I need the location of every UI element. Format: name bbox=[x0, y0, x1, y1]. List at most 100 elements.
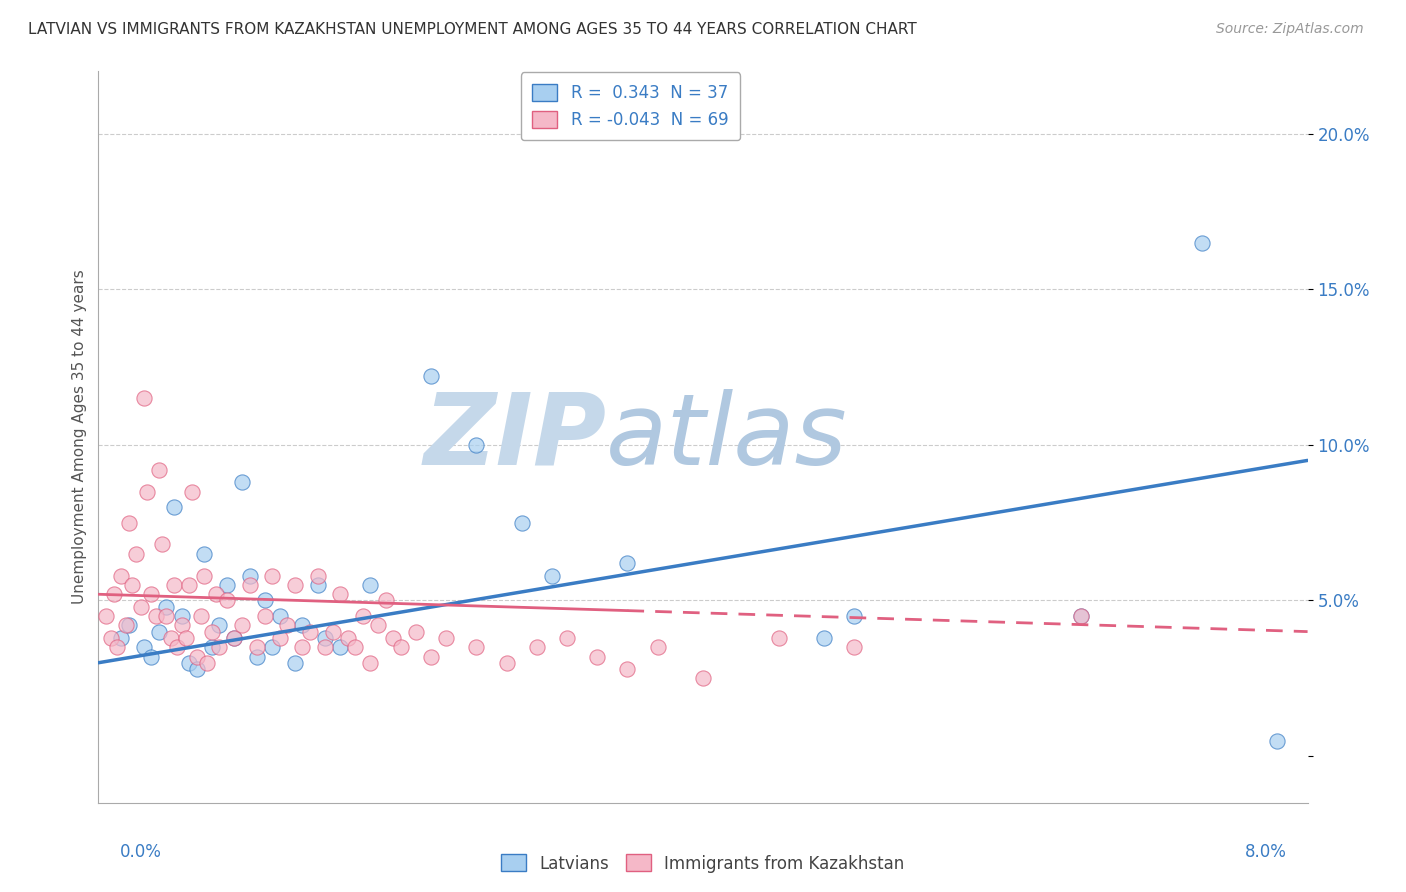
Point bbox=[510, 516, 533, 530]
Point bbox=[336, 631, 359, 645]
Point bbox=[314, 640, 336, 655]
Point bbox=[110, 631, 132, 645]
Point bbox=[692, 671, 714, 685]
Point bbox=[1070, 609, 1092, 624]
Point bbox=[329, 640, 352, 655]
Point bbox=[253, 609, 276, 624]
Point bbox=[160, 631, 183, 645]
Point bbox=[540, 568, 562, 582]
Point bbox=[586, 649, 609, 664]
Point bbox=[170, 618, 193, 632]
Point bbox=[1070, 609, 1092, 624]
Point bbox=[329, 587, 352, 601]
Point bbox=[94, 609, 117, 624]
Point bbox=[163, 578, 186, 592]
Point bbox=[360, 656, 382, 670]
Point bbox=[174, 631, 197, 645]
Point bbox=[103, 587, 125, 601]
Point bbox=[205, 587, 228, 601]
Point bbox=[322, 624, 344, 639]
Y-axis label: Unemployment Among Ages 35 to 44 years: Unemployment Among Ages 35 to 44 years bbox=[72, 269, 87, 605]
Point bbox=[193, 547, 215, 561]
Point bbox=[114, 618, 136, 632]
Point bbox=[352, 609, 374, 624]
Point bbox=[844, 640, 866, 655]
Point bbox=[100, 631, 122, 645]
Point bbox=[420, 369, 443, 384]
Legend: R =  0.343  N = 37, R = -0.043  N = 69: R = 0.343 N = 37, R = -0.043 N = 69 bbox=[520, 72, 740, 140]
Point bbox=[135, 484, 157, 499]
Point bbox=[844, 609, 866, 624]
Point bbox=[647, 640, 669, 655]
Point bbox=[291, 618, 314, 632]
Point bbox=[215, 578, 238, 592]
Point bbox=[246, 640, 269, 655]
Point bbox=[374, 593, 396, 607]
Legend: Latvians, Immigrants from Kazakhstan: Latvians, Immigrants from Kazakhstan bbox=[495, 847, 911, 880]
Point bbox=[389, 640, 412, 655]
Point bbox=[239, 568, 262, 582]
Point bbox=[434, 631, 457, 645]
Point bbox=[201, 640, 224, 655]
Point bbox=[150, 537, 173, 551]
Point bbox=[284, 578, 307, 592]
Point bbox=[367, 618, 389, 632]
Point bbox=[405, 624, 427, 639]
Point bbox=[224, 631, 246, 645]
Point bbox=[616, 556, 638, 570]
Point bbox=[314, 631, 336, 645]
Point bbox=[148, 624, 170, 639]
Point bbox=[246, 649, 269, 664]
Point bbox=[110, 568, 132, 582]
Point bbox=[141, 649, 163, 664]
Point bbox=[179, 656, 201, 670]
Point bbox=[166, 640, 188, 655]
Point bbox=[1191, 235, 1213, 250]
Point bbox=[344, 640, 367, 655]
Point bbox=[190, 609, 212, 624]
Point bbox=[105, 640, 128, 655]
Point bbox=[208, 640, 231, 655]
Point bbox=[195, 656, 218, 670]
Point bbox=[768, 631, 790, 645]
Point bbox=[291, 640, 314, 655]
Point bbox=[262, 640, 284, 655]
Point bbox=[231, 475, 253, 490]
Point bbox=[420, 649, 443, 664]
Point bbox=[163, 500, 186, 515]
Point bbox=[170, 609, 193, 624]
Point bbox=[121, 578, 143, 592]
Point bbox=[132, 391, 155, 405]
Point bbox=[239, 578, 262, 592]
Point bbox=[186, 649, 208, 664]
Point bbox=[193, 568, 215, 582]
Point bbox=[555, 631, 578, 645]
Point bbox=[465, 640, 488, 655]
Point bbox=[360, 578, 382, 592]
Point bbox=[181, 484, 204, 499]
Point bbox=[186, 662, 208, 676]
Point bbox=[276, 618, 298, 632]
Point bbox=[125, 547, 148, 561]
Point bbox=[307, 568, 329, 582]
Point bbox=[118, 618, 141, 632]
Point bbox=[299, 624, 322, 639]
Point bbox=[231, 618, 253, 632]
Text: Source: ZipAtlas.com: Source: ZipAtlas.com bbox=[1216, 22, 1364, 37]
Point bbox=[1267, 733, 1289, 747]
Point bbox=[262, 568, 284, 582]
Text: LATVIAN VS IMMIGRANTS FROM KAZAKHSTAN UNEMPLOYMENT AMONG AGES 35 TO 44 YEARS COR: LATVIAN VS IMMIGRANTS FROM KAZAKHSTAN UN… bbox=[28, 22, 917, 37]
Point bbox=[132, 640, 155, 655]
Text: 0.0%: 0.0% bbox=[120, 843, 162, 861]
Point bbox=[253, 593, 276, 607]
Point bbox=[201, 624, 224, 639]
Point bbox=[224, 631, 246, 645]
Point bbox=[155, 609, 177, 624]
Point bbox=[307, 578, 329, 592]
Text: atlas: atlas bbox=[606, 389, 848, 485]
Point bbox=[616, 662, 638, 676]
Text: 8.0%: 8.0% bbox=[1244, 843, 1286, 861]
Point bbox=[813, 631, 835, 645]
Point bbox=[269, 609, 291, 624]
Point bbox=[141, 587, 163, 601]
